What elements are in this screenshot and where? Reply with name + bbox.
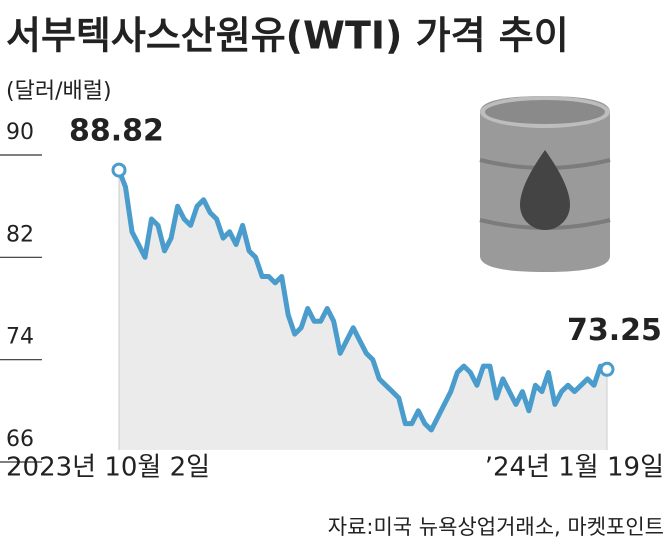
end-marker [599,361,615,377]
area [119,170,607,451]
x-tick-label: 2023년 10월 2일 [6,453,210,483]
y-tick-label: 74 [6,325,34,350]
y-tick-label: 82 [6,222,34,247]
data-label: 88.82 [69,114,164,149]
line [116,169,609,433]
unit-label: (달러/배럴) [6,79,112,104]
source: 자료:미국 뉴욕상업거래소, 마켓포인트 [328,515,664,539]
x-tick-label: ’24년 1월 19일 [485,453,664,483]
end-marker [111,162,127,178]
chart-title: 서부텍사스산원유(WTI) 가격 추이 [6,14,569,58]
y-tick-label: 90 [6,120,34,145]
y-tick-label: 66 [6,427,34,452]
data-label: 73.25 [567,313,662,348]
barrel-icon [479,96,611,272]
